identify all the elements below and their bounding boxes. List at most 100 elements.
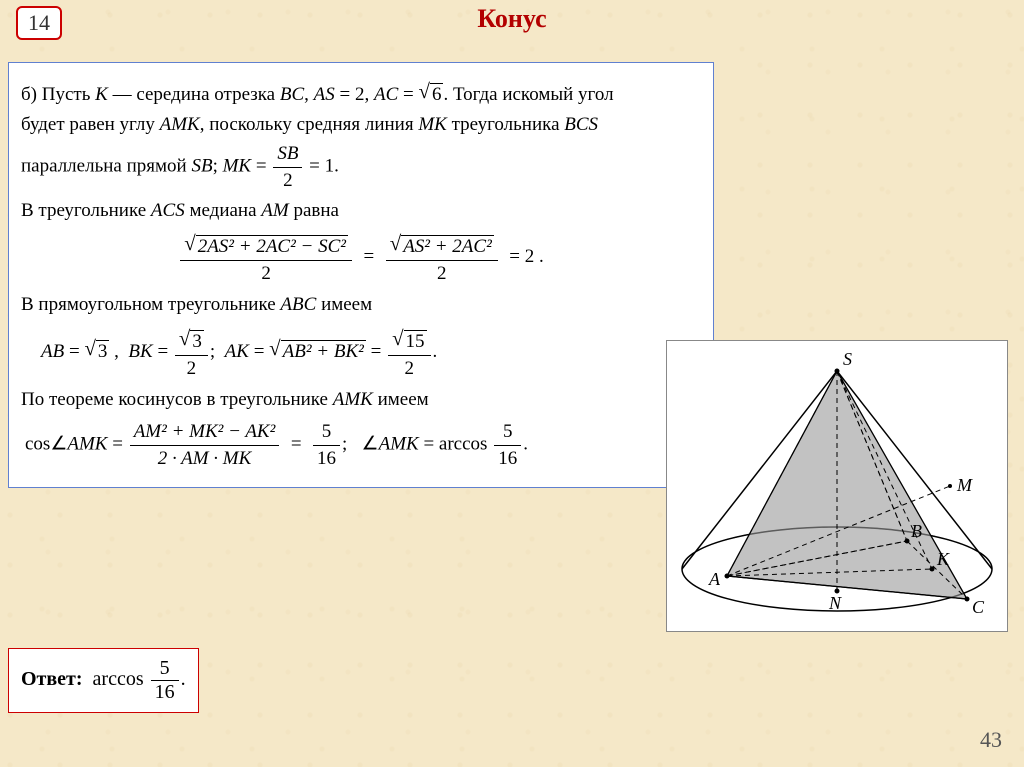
expr: 2AS² + 2AC² − SC²	[196, 235, 348, 257]
sym-MK: MK	[418, 114, 447, 135]
sym-SB: SB	[191, 156, 212, 177]
lbl-N: N	[828, 593, 842, 613]
frac-num: 5	[313, 419, 340, 446]
radic-icon: √	[84, 336, 95, 360]
cone-diagram: S A C B K N M	[666, 340, 1008, 632]
para-4: В треугольнике ACS медиана AM равна	[21, 198, 701, 224]
v: 6	[430, 83, 444, 105]
fraction: 5 16	[151, 657, 179, 704]
frac-den: 2	[175, 356, 208, 382]
answer-label: Ответ:	[21, 668, 83, 690]
fraction: SB 2	[273, 141, 302, 193]
sym-AMK: AMK	[160, 114, 200, 135]
t: имеем	[373, 389, 429, 410]
equation-median: √2AS² + 2AC² − SC² 2 = √AS² + 2AC² 2 = 2…	[21, 229, 701, 286]
equation-abc: AB = √3 , BK = √3 2 ; AK = √AB² + BK² = …	[21, 324, 701, 381]
lbl-M: M	[956, 475, 973, 495]
v: 3	[96, 340, 110, 362]
t: — середина отрезка	[113, 84, 280, 105]
para-3: параллельна прямой SB; MK = SB 2 = 1.	[21, 141, 701, 193]
radic-icon: √	[390, 231, 401, 255]
t: б) Пусть	[21, 84, 95, 105]
radic-icon: √	[269, 336, 280, 360]
para-1: б) Пусть K — середина отрезка BC, AS = 2…	[21, 77, 701, 108]
answer-func: arccos	[93, 668, 144, 690]
fraction: √3 2	[175, 324, 208, 381]
lbl-C: C	[972, 597, 985, 617]
sym-AS: AS	[314, 84, 335, 105]
t: . Тогда искомый угол	[443, 84, 613, 105]
page-number: 43	[980, 727, 1002, 753]
frac-den: 2	[273, 168, 302, 194]
sym-AMK: AMK	[333, 389, 373, 410]
sym-K: K	[95, 84, 108, 105]
frac-num: √AS² + 2AC²	[386, 229, 498, 261]
frac-num: 5	[151, 657, 179, 681]
t: В треугольнике	[21, 200, 151, 221]
t: будет равен углу	[21, 114, 160, 135]
para-7: По теореме косинусов в треугольнике AMK …	[21, 387, 701, 413]
sym-AK: AK	[225, 341, 249, 362]
frac-den: 2	[386, 261, 498, 287]
frac-num: √3	[175, 324, 208, 356]
v: 2	[525, 246, 535, 267]
sym-AC: AC	[374, 84, 398, 105]
fraction: √AS² + 2AC² 2	[386, 229, 498, 286]
answer-box: Ответ: arccos 5 16 .	[8, 648, 199, 713]
radic-icon: √	[392, 326, 403, 350]
sym-AMK: AMK	[379, 434, 419, 455]
sym-MK: MK	[223, 156, 252, 177]
sym-AB: AB	[41, 341, 64, 362]
fraction: √2AS² + 2AC² − SC² 2	[180, 229, 352, 286]
expr: AB² + BK²	[281, 340, 366, 362]
frac-den: 16	[313, 446, 340, 472]
frac-den: 2 · AM · MK	[130, 446, 280, 472]
sym-BC: BC	[280, 84, 304, 105]
frac-den: 2	[180, 261, 352, 287]
frac-num: √15	[388, 324, 430, 356]
radic-icon: √	[418, 79, 429, 103]
t: медиана	[185, 200, 262, 221]
frac-num: 5	[494, 419, 521, 446]
solution-box: б) Пусть K — середина отрезка BC, AS = 2…	[8, 62, 714, 488]
v: 2	[355, 84, 365, 105]
frac-num: √2AS² + 2AC² − SC²	[180, 229, 352, 261]
frac-num: SB	[273, 141, 302, 168]
sym-AMK: AMK	[67, 434, 107, 455]
t: параллельна прямой	[21, 156, 191, 177]
expr: AS² + 2AC²	[401, 235, 494, 257]
t: , поскольку средняя линия	[200, 114, 419, 135]
lbl-B: B	[911, 521, 922, 541]
fraction: √15 2	[388, 324, 430, 381]
radic-icon: √	[184, 231, 195, 255]
para-2: будет равен углу AMK, поскольку средняя …	[21, 112, 701, 138]
t: равна	[289, 200, 339, 221]
frac-den: 2	[388, 356, 430, 382]
t: треугольника	[447, 114, 564, 135]
sym-BK: BK	[128, 341, 152, 362]
fraction: AM² + MK² − AK² 2 · AM · MK	[130, 419, 280, 471]
lbl-K: K	[936, 549, 950, 569]
t: По теореме косинусов в треугольнике	[21, 389, 333, 410]
frac-num: AM² + MK² − AK²	[130, 419, 280, 446]
t: имеем	[316, 294, 372, 315]
radic-icon: √	[179, 326, 190, 350]
frac-den: 16	[494, 446, 521, 472]
func: arccos	[439, 434, 488, 455]
sym-ABC: ABC	[280, 294, 316, 315]
v: 3	[190, 330, 204, 352]
t: В прямоугольном треугольнике	[21, 294, 280, 315]
fraction: 5 16	[494, 419, 521, 471]
frac-den: 16	[151, 681, 179, 704]
lbl-A: A	[708, 569, 721, 589]
para-5: В прямоугольном треугольнике ABC имеем	[21, 292, 701, 318]
equation-cos: cos∠AMK = AM² + MK² − AK² 2 · AM · MK = …	[21, 419, 701, 471]
lbl-S: S	[843, 349, 852, 369]
page-title: Конус	[0, 4, 1024, 34]
sym-BCS: BCS	[564, 114, 598, 135]
t: ;	[213, 156, 223, 177]
sym-AM: AM	[261, 200, 288, 221]
sym-ACS: ACS	[151, 200, 185, 221]
v: 15	[404, 330, 427, 352]
v: 1	[325, 156, 335, 177]
